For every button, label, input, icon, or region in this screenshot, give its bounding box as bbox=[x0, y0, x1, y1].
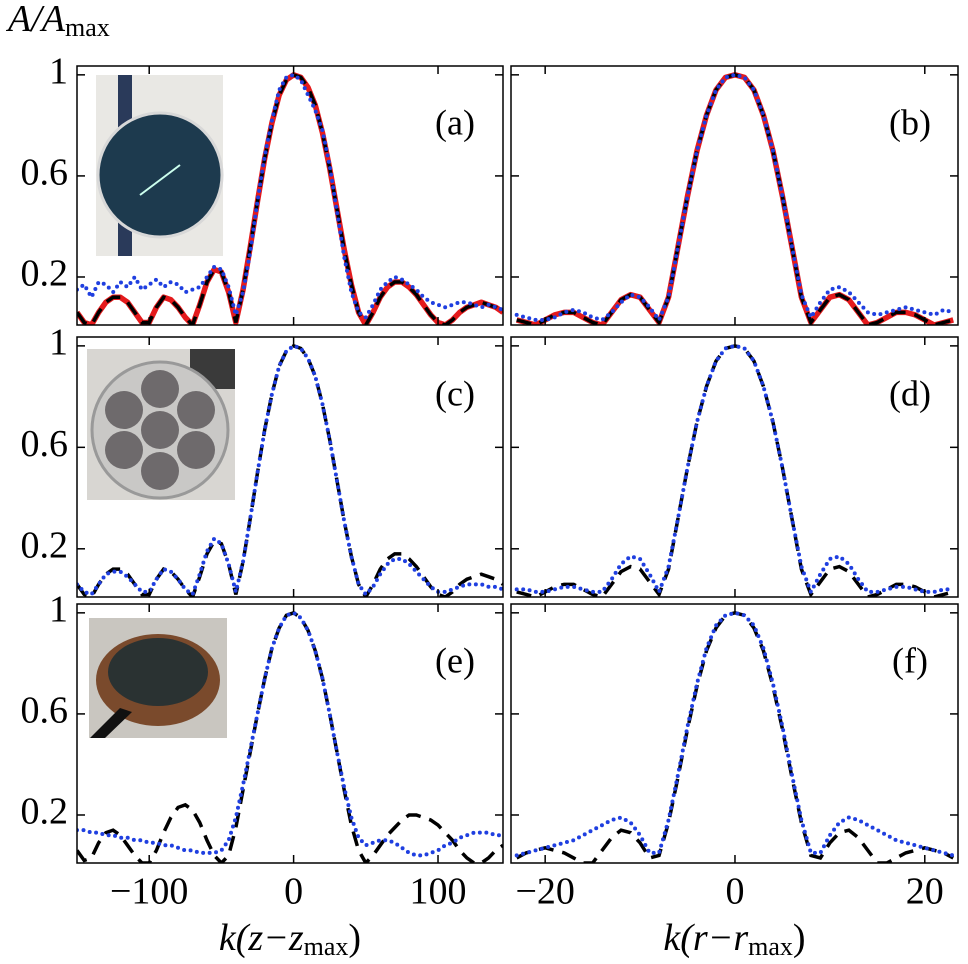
curve bbox=[514, 610, 956, 858]
curve bbox=[77, 610, 503, 858]
y-tick-label: 0.6 bbox=[21, 152, 69, 194]
frame bbox=[76, 336, 504, 598]
inset-photo-e bbox=[89, 618, 227, 738]
x-axis-label-part: max bbox=[748, 932, 793, 961]
x-axis-label-part: k(r−r bbox=[663, 917, 748, 959]
inset-photo-c bbox=[87, 349, 235, 500]
panel-label: (a) bbox=[435, 102, 475, 142]
curve bbox=[77, 343, 503, 597]
panel-label: (b) bbox=[889, 102, 931, 142]
y-axis-label-part: max bbox=[65, 13, 110, 42]
curve bbox=[514, 72, 956, 324]
plot-area bbox=[514, 610, 956, 863]
x-axis-label-part: ) bbox=[348, 917, 361, 959]
y-tick-label: 1 bbox=[49, 589, 68, 631]
x-tick-label: 0 bbox=[284, 871, 303, 913]
y-tick-label: 1 bbox=[49, 51, 68, 93]
x-tick-label: 0 bbox=[725, 871, 744, 913]
frame bbox=[510, 603, 959, 864]
x-axis-label-part: ) bbox=[793, 917, 806, 959]
curve bbox=[515, 72, 954, 325]
panel-label: (f) bbox=[892, 640, 928, 680]
panel-label: (d) bbox=[889, 373, 931, 413]
x-axis-label-part: max bbox=[304, 932, 349, 961]
x-axis-label: k(z−zmax) bbox=[219, 917, 361, 961]
plot-area bbox=[514, 343, 956, 597]
y-tick-label: 0.2 bbox=[21, 525, 69, 567]
curve bbox=[516, 73, 954, 325]
curve bbox=[516, 344, 954, 597]
x-tick-label: −100 bbox=[110, 871, 188, 913]
x-tick-label: −20 bbox=[515, 871, 574, 913]
y-tick-label: 0.6 bbox=[21, 690, 69, 732]
x-tick-label: 100 bbox=[410, 871, 467, 913]
curve bbox=[514, 343, 956, 597]
y-tick-label: 0.2 bbox=[21, 253, 69, 295]
plot-area bbox=[514, 72, 956, 325]
x-axis-label: k(r−rmax) bbox=[663, 917, 805, 961]
curve bbox=[515, 611, 955, 863]
panel-label: (c) bbox=[435, 373, 475, 413]
y-axis-label-part: A/A bbox=[5, 0, 66, 40]
x-tick-label: 20 bbox=[906, 871, 944, 913]
y-tick-label: 0.6 bbox=[21, 423, 69, 465]
x-axis-label-part: k(z−z bbox=[219, 917, 304, 959]
panel-label: (e) bbox=[435, 640, 475, 680]
plot-area bbox=[77, 610, 503, 863]
plot-area bbox=[77, 72, 503, 325]
curve bbox=[77, 72, 503, 325]
curve bbox=[77, 72, 503, 323]
frame bbox=[76, 65, 504, 326]
y-tick-label: 0.2 bbox=[21, 791, 69, 833]
y-tick-label: 1 bbox=[49, 322, 68, 364]
plot-area bbox=[77, 343, 503, 597]
frame bbox=[76, 603, 504, 864]
y-axis-label: A/Amax bbox=[5, 0, 110, 42]
inset-photo-a bbox=[96, 75, 224, 256]
